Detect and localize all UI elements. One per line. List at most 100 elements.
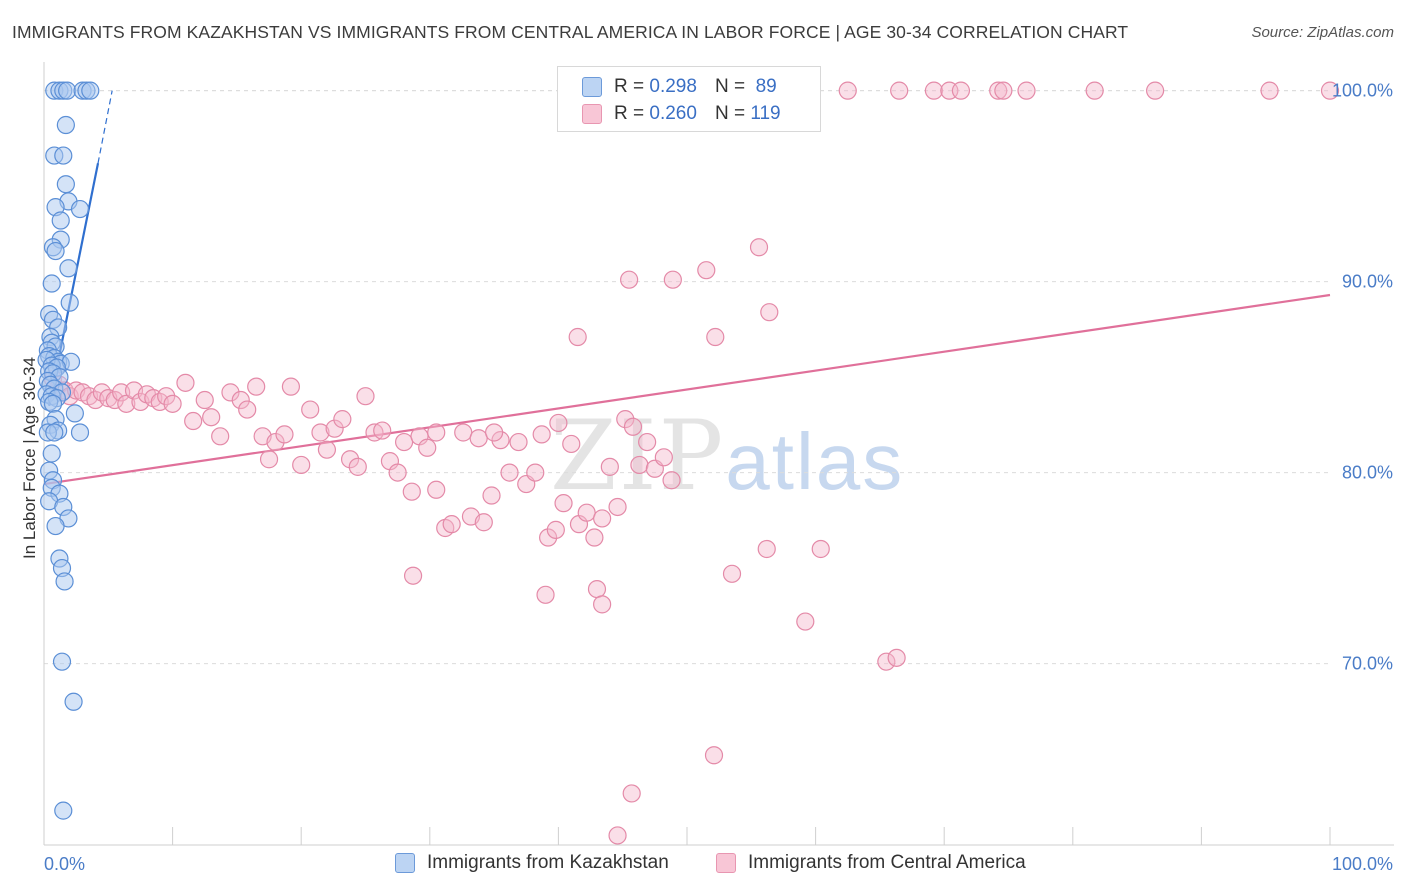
data-point-central-america: [394, 432, 414, 452]
data-point-kazakhstan: [64, 692, 83, 711]
legend-row-kazakhstan: R = 0.298 N = 89: [582, 74, 777, 100]
legend-n-label: N =: [714, 76, 746, 97]
data-point-central-america: [157, 387, 176, 406]
data-point-central-america: [259, 450, 279, 469]
data-point-central-america: [238, 400, 257, 419]
data-point-central-america: [442, 515, 461, 534]
trend-line-kazakhstan-extension: [97, 90, 113, 164]
data-point-kazakhstan: [45, 423, 64, 442]
data-point-kazakhstan: [70, 199, 90, 219]
data-point-central-america: [311, 423, 330, 442]
legend-row-central-america: R = 0.260 N = 119: [582, 101, 781, 127]
data-point-kazakhstan: [59, 259, 78, 278]
data-point-central-america: [163, 394, 182, 413]
data-point-central-america: [890, 81, 909, 100]
legend-item-kazakhstan: Immigrants from Kazakhstan: [395, 852, 669, 874]
data-point-central-america: [491, 431, 510, 450]
data-point-central-america: [474, 513, 493, 532]
data-point-central-america: [704, 746, 724, 765]
data-point-central-america: [549, 413, 568, 433]
correlation-legend: R = 0.298 N = 89 R = 0.260 N = 119: [557, 66, 821, 132]
x-tick-label: 100.0%: [1332, 854, 1393, 874]
y-tick-label: 100.0%: [1332, 81, 1393, 101]
data-point-central-america: [796, 612, 815, 631]
data-point-kazakhstan: [51, 211, 70, 230]
y-tick-label: 80.0%: [1342, 463, 1393, 483]
data-point-kazakhstan: [54, 801, 73, 820]
data-point-central-america: [706, 327, 725, 347]
data-point-central-america: [340, 450, 360, 469]
series-central-america: [43, 81, 1340, 845]
data-point-central-america: [117, 394, 136, 413]
data-point-central-america: [638, 432, 657, 452]
data-point-central-america: [623, 417, 643, 436]
data-point-central-america: [630, 455, 649, 475]
legend-swatch-blue: [582, 77, 602, 97]
legend-item-central-america: Immigrants from Central America: [716, 852, 1026, 874]
data-point-central-america: [622, 784, 641, 803]
series-legend: Immigrants from Kazakhstan Immigrants fr…: [0, 852, 1406, 878]
data-point-central-america: [811, 539, 830, 559]
source-credit: Source: ZipAtlas.com: [1251, 24, 1394, 41]
data-point-central-america: [577, 503, 596, 522]
data-point-kazakhstan: [60, 293, 79, 312]
data-point-central-america: [231, 390, 250, 410]
data-point-kazakhstan: [70, 423, 90, 442]
legend-swatch-pink: [582, 104, 602, 124]
y-tick-label: 90.0%: [1342, 272, 1393, 292]
legend-n-value: 119: [750, 103, 781, 124]
data-point-central-america: [951, 81, 971, 100]
legend-r-label: R =: [614, 103, 645, 124]
data-point-central-america: [887, 648, 906, 667]
data-point-central-america: [356, 387, 375, 406]
data-point-central-america: [554, 494, 573, 513]
data-point-central-america: [176, 373, 195, 392]
data-point-central-america: [616, 410, 635, 429]
data-point-central-america: [373, 421, 392, 440]
data-point-kazakhstan: [43, 394, 63, 413]
trend-lines: [43, 90, 1331, 486]
data-point-kazakhstan: [42, 274, 61, 293]
legend-r-value: 0.298: [649, 76, 697, 97]
data-point-central-america: [427, 423, 446, 442]
data-point-central-america: [532, 425, 551, 444]
data-point-central-america: [1017, 81, 1036, 100]
data-point-central-america: [1260, 81, 1279, 100]
data-point-central-america: [1320, 81, 1340, 100]
legend-n-value: 89: [755, 76, 777, 97]
legend-swatch-blue: [395, 853, 415, 873]
watermark-atlas: atlas: [725, 417, 905, 506]
data-point-central-america: [536, 585, 555, 604]
y-axis-label: In Labor Force | Age 30-34: [20, 357, 39, 559]
data-point-central-america: [469, 429, 488, 448]
data-point-central-america: [662, 471, 681, 490]
data-point-central-america: [989, 81, 1008, 100]
data-point-kazakhstan: [46, 516, 65, 536]
data-point-central-america: [454, 423, 473, 442]
y-tick-label: 70.0%: [1342, 654, 1393, 674]
data-point-central-america: [301, 400, 320, 419]
data-point-kazakhstan: [52, 652, 72, 671]
legend-label-kazakhstan: Immigrants from Kazakhstan: [427, 852, 669, 873]
legend-swatch-pink: [716, 853, 736, 873]
data-point-central-america: [608, 826, 627, 845]
data-point-kazakhstan: [42, 444, 61, 463]
x-tick-label: 0.0%: [44, 854, 85, 874]
data-point-central-america: [749, 238, 769, 257]
data-point-central-america: [221, 383, 240, 402]
data-point-central-america: [600, 457, 619, 476]
data-point-central-america: [593, 595, 612, 614]
data-point-central-america: [585, 528, 604, 547]
data-point-central-america: [994, 81, 1013, 100]
data-point-central-america: [760, 303, 779, 322]
data-point-kazakhstan: [58, 81, 77, 100]
data-point-central-america: [485, 423, 504, 442]
data-point-central-america: [281, 377, 301, 396]
data-point-kazakhstan: [54, 146, 73, 165]
data-point-central-america: [663, 270, 682, 289]
data-point-central-america: [317, 440, 337, 459]
data-point-central-america: [427, 480, 446, 499]
data-point-central-america: [924, 81, 944, 100]
data-point-kazakhstan: [46, 241, 65, 261]
data-point-central-america: [838, 81, 857, 100]
